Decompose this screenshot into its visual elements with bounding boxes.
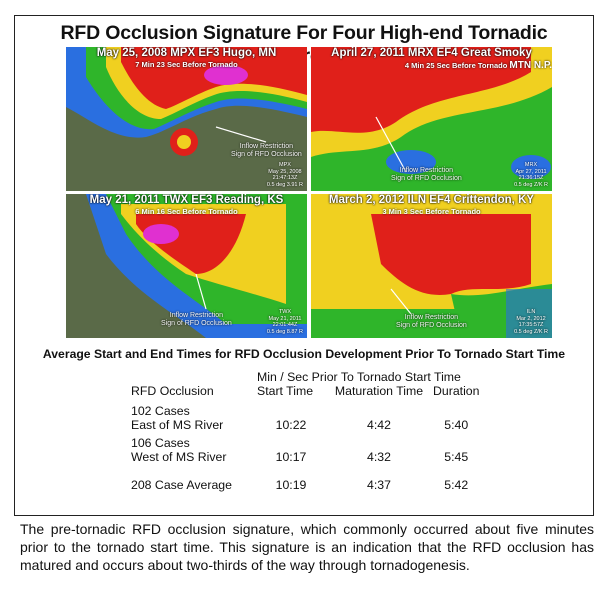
panel-radar-info: MPX May 25, 2008 21:47:13Z 0.5 deg 3.91 R xyxy=(266,162,303,188)
table-title: Average Start and End Times for RFD Occl… xyxy=(42,347,566,361)
panel-radar-info: TWX May 21, 2011 22:01:44Z 0.5 deg 8.87 R xyxy=(266,309,303,335)
radar-image-grid: May 25, 2008 MPX EF3 Hugo, MN 7 Min 23 S… xyxy=(66,47,552,339)
column-header: Start Time xyxy=(257,384,314,398)
radar-panel-great-smoky: April 27, 2011 MRX EF4 Great Smoky 4 Min… xyxy=(311,47,552,191)
panel-title: March 2, 2012 ILN EF4 Crittendon, KY xyxy=(328,194,535,206)
column-header: RFD Occlusion xyxy=(131,384,214,398)
figure-caption: The pre-tornadic RFD occlusion signature… xyxy=(20,521,594,573)
figure-frame: RFD Occlusion Signature For Four High-en… xyxy=(14,15,594,516)
panel-radar-info: MRX Apr 27, 2011 21:36:15Z 0.5 deg Z/K R xyxy=(514,162,548,188)
column-header: Maturation Time xyxy=(334,384,424,398)
radar-reflectivity-image xyxy=(311,47,552,191)
radar-reflectivity-image xyxy=(311,194,552,338)
radar-panel-reading: May 21, 2011 TWX EF3 Reading, KS 6 Min 1… xyxy=(66,194,307,338)
panel-subtitle: 6 Min 16 Sec Before Tornado xyxy=(135,207,238,216)
panel-annotation: Inflow Restriction Sign of RFD Occlusion xyxy=(396,314,467,329)
panel-radar-info: ILN Mar 2, 2012 17:35:57Z 0.5 deg Z/K R xyxy=(514,309,548,335)
panel-annotation: Inflow Restriction Sign of RFD Occlusion xyxy=(231,143,302,158)
table-row: 106 Cases West of MS River 10:17 4:32 5:4… xyxy=(131,436,469,464)
panel-annotation: Inflow Restriction Sign of RFD Occlusion xyxy=(391,167,462,182)
column-header: Duration xyxy=(433,384,480,398)
panel-subtitle: 4 Min 25 Sec Before Tornado MTN N.P. xyxy=(404,60,552,71)
panel-subtitle: 3 Min 3 Sec Before Tornado xyxy=(382,207,481,216)
panel-subtitle: 7 Min 23 Sec Before Tornado xyxy=(135,60,238,69)
radar-panel-hugo: May 25, 2008 MPX EF3 Hugo, MN 7 Min 23 S… xyxy=(66,47,307,191)
panel-title: May 21, 2011 TWX EF3 Reading, KS xyxy=(89,194,284,206)
radar-panel-crittendon: March 2, 2012 ILN EF4 Crittendon, KY 3 M… xyxy=(311,194,552,338)
table-row: 102 Cases East of MS River 10:22 4:42 5:4… xyxy=(131,404,469,432)
rfd-timing-table: Min / Sec Prior To Tornado Start Time RF… xyxy=(131,368,479,492)
table-row: 208 Case Average 10:19 4:37 5:42 xyxy=(131,478,469,492)
panel-title: May 25, 2008 MPX EF3 Hugo, MN xyxy=(96,47,277,59)
table-header-row: RFD Occlusion Start Time Maturation Time… xyxy=(131,384,479,398)
panel-annotation: Inflow Restriction Sign of RFD Occlusion xyxy=(161,312,232,327)
radar-reflectivity-image xyxy=(66,194,307,338)
table-group-header: Min / Sec Prior To Tornado Start Time xyxy=(257,370,461,384)
radar-reflectivity-image xyxy=(66,47,307,191)
panel-title: April 27, 2011 MRX EF4 Great Smoky xyxy=(331,47,532,59)
